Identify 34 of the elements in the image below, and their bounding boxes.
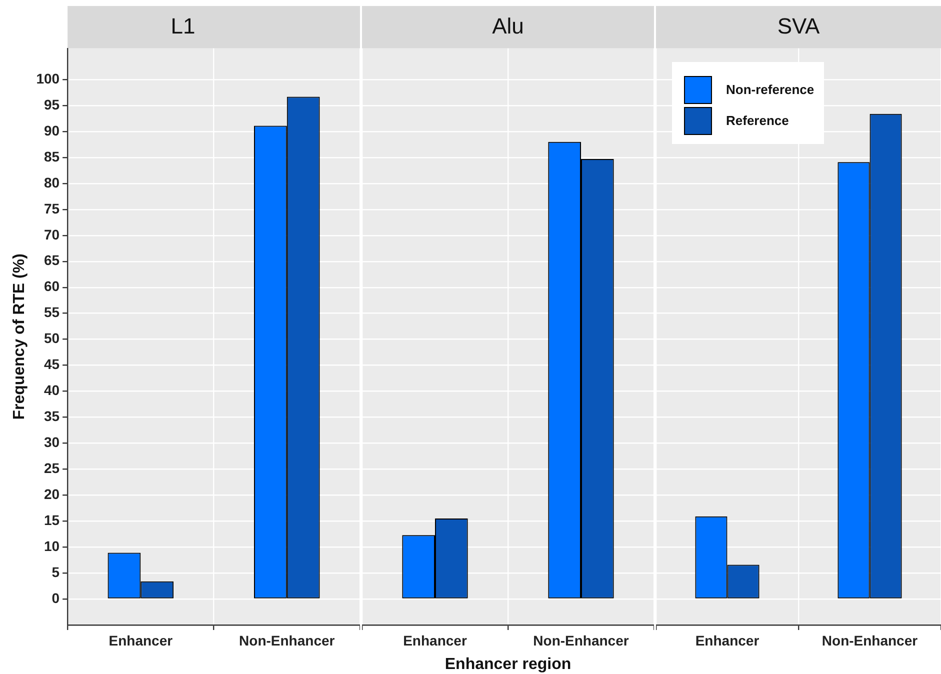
- y-tick-label: 45: [44, 356, 60, 372]
- x-tick-label: Enhancer: [403, 632, 468, 648]
- y-tick-label: 55: [44, 304, 60, 320]
- y-tick-label: 65: [44, 252, 60, 268]
- legend-label: Reference: [726, 113, 789, 128]
- y-tick-label: 15: [44, 512, 60, 528]
- x-tick-label: Non-Enhancer: [239, 632, 336, 648]
- x-tick-label: Enhancer: [108, 632, 174, 648]
- y-tick-label: 25: [44, 460, 60, 476]
- x-axis-title: Enhancer region: [444, 656, 572, 673]
- y-tick-label: 35: [44, 408, 60, 424]
- y-tick-label: 80: [44, 174, 60, 190]
- x-tick-label: Enhancer: [695, 632, 760, 648]
- x-tick-label: Non-Enhancer: [822, 632, 918, 648]
- y-axis-title: Frequency of RTE (%): [11, 254, 28, 420]
- x-tick-label: Non-Enhancer: [533, 632, 630, 648]
- y-tick-label: 50: [44, 330, 60, 346]
- y-tick-label: 0: [52, 590, 60, 606]
- y-tick-label: 40: [44, 382, 60, 398]
- y-tick-label: 75: [44, 200, 60, 216]
- y-tick-label: 70: [44, 226, 60, 242]
- chart-title: L1: [170, 13, 196, 38]
- y-tick-label: 5: [52, 564, 60, 580]
- y-tick-label: 95: [44, 96, 60, 112]
- y-tick-label: 30: [44, 434, 60, 450]
- chart-title: SVA: [777, 13, 820, 38]
- y-tick-label: 85: [44, 148, 60, 164]
- y-tick-label: 100: [36, 70, 60, 86]
- y-tick-label: 90: [44, 122, 60, 138]
- chart-title: Alu: [492, 13, 524, 38]
- legend-label: Non-reference: [726, 82, 814, 98]
- y-tick-label: 10: [44, 538, 60, 554]
- y-tick-label: 60: [44, 278, 60, 294]
- y-tick-label: 20: [44, 486, 60, 502]
